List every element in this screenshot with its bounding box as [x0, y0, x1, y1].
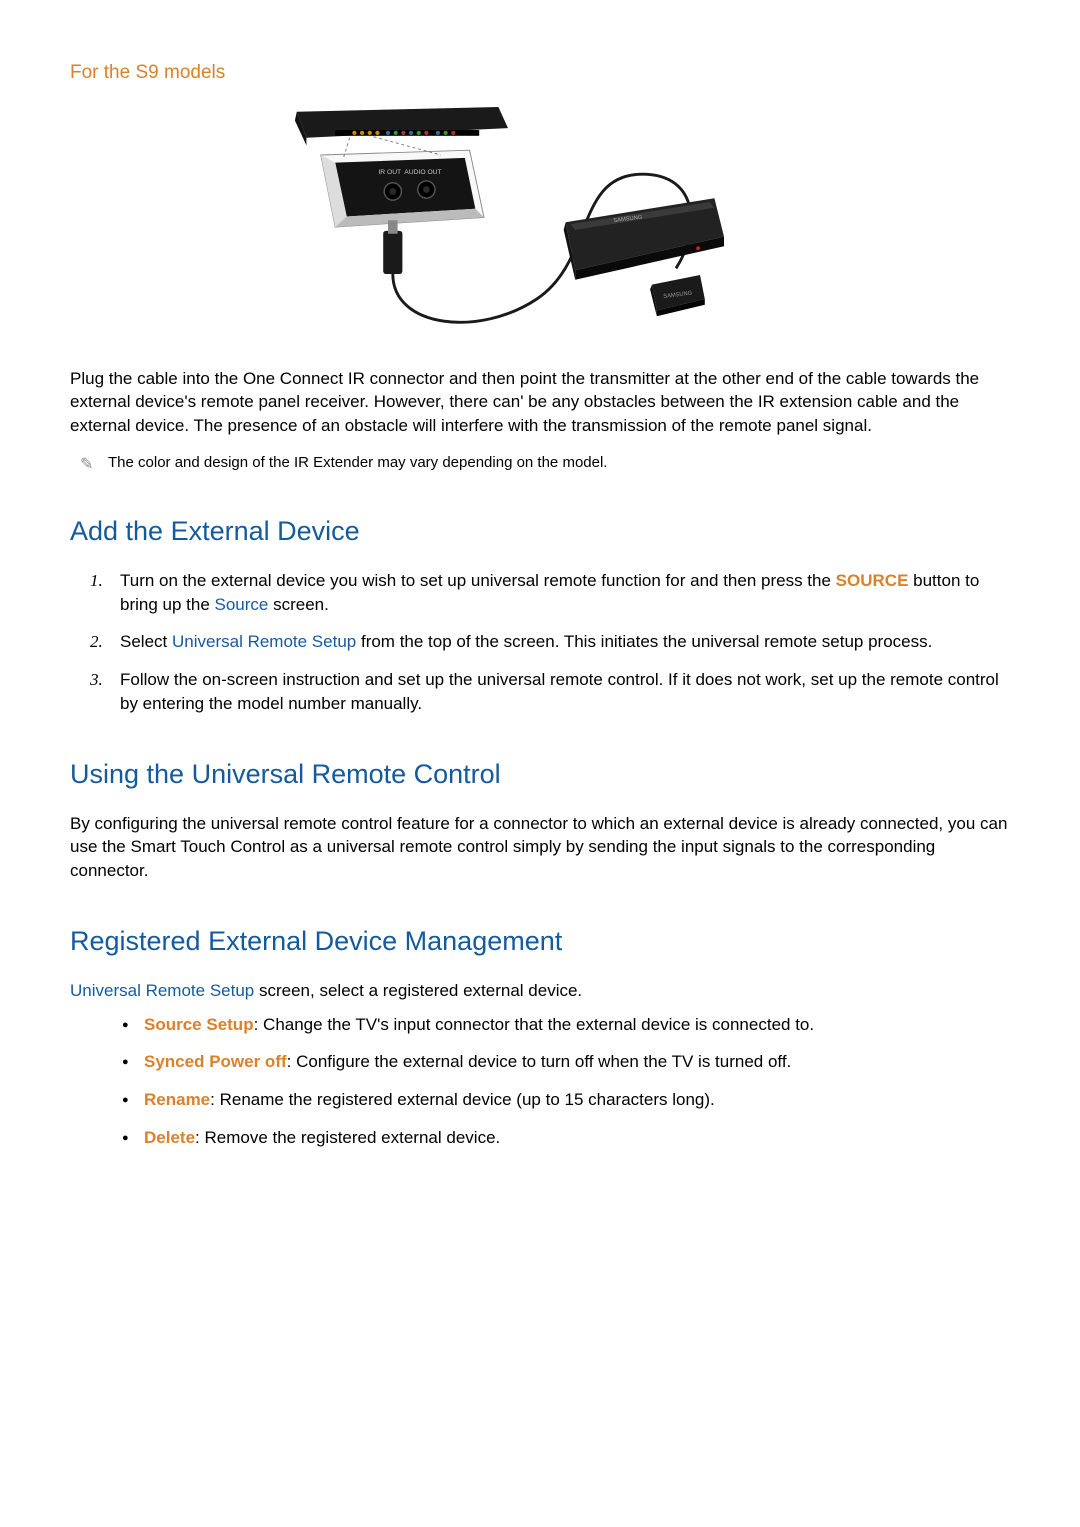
- step-item: Select Universal Remote Setup from the t…: [100, 630, 1010, 654]
- ir-out-label: IR OUT: [378, 169, 401, 176]
- step-text: from the top of the screen. This initiat…: [356, 632, 932, 651]
- keyword-universal-remote-setup: Universal Remote Setup: [70, 981, 254, 1000]
- step-text: Turn on the external device you wish to …: [120, 571, 836, 590]
- device-mgmt-intro: Universal Remote Setup screen, select a …: [70, 979, 1010, 1003]
- keyword-source-screen: Source: [215, 595, 269, 614]
- intro-text: screen, select a registered external dev…: [254, 981, 582, 1000]
- zoom-panel: IR OUT AUDIO OUT: [321, 136, 484, 226]
- step-item: Follow the on-screen instruction and set…: [100, 668, 1010, 716]
- note-row: ✎ The color and design of the IR Extende…: [80, 452, 1010, 473]
- keyword-source-setup: Source Setup: [144, 1015, 254, 1034]
- using-remote-body: By configuring the universal remote cont…: [70, 812, 1010, 883]
- keyword-universal-remote-setup: Universal Remote Setup: [172, 632, 356, 651]
- heading-add-device: Add the External Device: [70, 513, 1010, 551]
- device-mgmt-list: Source Setup: Change the TV's input conn…: [70, 1013, 1010, 1150]
- item-text: : Configure the external device to turn …: [287, 1052, 792, 1071]
- note-icon: ✎: [80, 454, 96, 470]
- keyword-delete: Delete: [144, 1128, 195, 1147]
- step-text: Select: [120, 632, 172, 651]
- intro-paragraph: Plug the cable into the One Connect IR c…: [70, 367, 1010, 438]
- keyword-synced-power-off: Synced Power off: [144, 1052, 287, 1071]
- step-text: screen.: [268, 595, 328, 614]
- keyword-source-btn: SOURCE: [836, 571, 909, 590]
- keyword-rename: Rename: [144, 1090, 210, 1109]
- add-device-steps: Turn on the external device you wish to …: [70, 569, 1010, 716]
- list-item: Synced Power off: Configure the external…: [122, 1050, 1010, 1074]
- step-item: Turn on the external device you wish to …: [100, 569, 1010, 617]
- item-text: : Remove the registered external device.: [195, 1128, 500, 1147]
- device-illustration: IR OUT AUDIO OUT: [180, 107, 740, 347]
- av-bar: [295, 107, 508, 145]
- step-text: Follow the on-screen instruction and set…: [120, 670, 999, 713]
- ir-transmitter: SAMSUNG: [650, 275, 705, 316]
- section-subheading: For the S9 models: [70, 60, 1010, 87]
- list-item: Source Setup: Change the TV's input conn…: [122, 1013, 1010, 1037]
- list-item: Delete: Remove the registered external d…: [122, 1126, 1010, 1150]
- receiver-slab: SAMSUNG: [564, 198, 724, 280]
- heading-device-mgmt: Registered External Device Management: [70, 923, 1010, 961]
- item-text: : Rename the registered external device …: [210, 1090, 715, 1109]
- item-text: : Change the TV's input connector that t…: [254, 1015, 815, 1034]
- note-text: The color and design of the IR Extender …: [108, 452, 607, 473]
- list-item: Rename: Rename the registered external d…: [122, 1088, 1010, 1112]
- heading-using-remote: Using the Universal Remote Control: [70, 756, 1010, 794]
- audio-out-label: AUDIO OUT: [404, 169, 441, 176]
